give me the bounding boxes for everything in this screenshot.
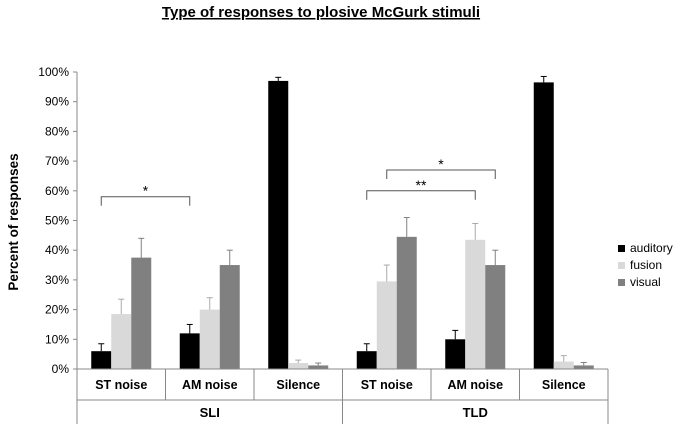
y-tick-label: 70% — [45, 154, 69, 168]
bar-auditory — [91, 351, 112, 369]
legend-swatch-fusion — [618, 262, 625, 269]
bar-auditory — [445, 339, 466, 369]
bar-visual — [219, 265, 240, 369]
y-tick-label: 100% — [38, 65, 69, 79]
y-tick-label: 0% — [52, 362, 70, 376]
legend-swatch-auditory — [618, 245, 625, 252]
legend-label-visual: visual — [630, 275, 661, 289]
x-category-label: ST noise — [361, 378, 413, 392]
bar-auditory — [356, 351, 377, 369]
bar-fusion — [465, 239, 486, 369]
chart-title: Type of responses to plosive McGurk stim… — [162, 4, 480, 21]
significance-bracket — [366, 190, 476, 200]
bars — [91, 75, 594, 370]
bar-fusion — [376, 281, 397, 369]
y-axis-label: Percent of responses — [6, 153, 21, 290]
significance-label: * — [438, 156, 444, 172]
y-axis: 0% 10% 20% 30% 40% 50% 60% 70% 80% 90% 100% — [38, 65, 78, 376]
significance-bracket — [100, 196, 191, 206]
bar-visual — [485, 265, 506, 369]
x-category-label: ST noise — [95, 378, 147, 392]
x-group-label: SLI — [200, 405, 220, 420]
legend: auditory fusion visual — [618, 241, 673, 289]
y-tick-label: 50% — [45, 214, 69, 228]
bar-fusion — [111, 314, 132, 369]
bar-fusion — [553, 361, 574, 369]
x-axis: ST noise AM noise Silence ST noise AM noise S… — [76, 368, 609, 424]
bar-visual — [308, 365, 329, 369]
bar-visual — [396, 236, 417, 369]
x-category-label: Silence — [542, 378, 586, 392]
y-tick-label: 60% — [45, 184, 69, 198]
y-tick-label: 20% — [45, 303, 69, 317]
x-category-label: AM noise — [447, 378, 503, 392]
y-tick-label: 10% — [45, 332, 69, 346]
legend-swatch-visual — [618, 279, 625, 286]
x-category-label: AM noise — [182, 378, 238, 392]
bar-fusion — [288, 363, 309, 369]
x-group-label: TLD — [463, 405, 488, 420]
significance-bracket — [386, 169, 496, 180]
x-category-label: Silence — [276, 378, 320, 392]
bar-fusion — [199, 309, 220, 369]
significance-label: ** — [416, 177, 427, 193]
significance-label: * — [143, 183, 149, 199]
bar-auditory — [268, 80, 289, 369]
y-tick-label: 90% — [45, 95, 69, 109]
significance-annotations: * *** — [100, 156, 496, 206]
bar-auditory — [179, 333, 200, 369]
legend-label-fusion: fusion — [630, 258, 662, 272]
bar-auditory — [533, 82, 554, 370]
y-tick-label: 30% — [45, 273, 69, 287]
y-tick-label: 80% — [45, 124, 69, 138]
bar-visual — [573, 365, 594, 369]
legend-label-auditory: auditory — [630, 241, 673, 255]
bar-visual — [131, 257, 152, 369]
y-tick-label: 40% — [45, 243, 69, 257]
